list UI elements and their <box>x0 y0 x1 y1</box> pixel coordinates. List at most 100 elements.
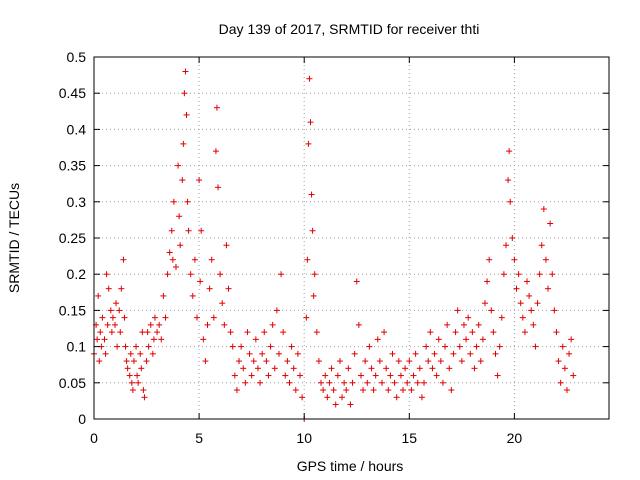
data-point <box>198 227 205 234</box>
data-point <box>240 365 247 372</box>
data-point <box>450 350 457 357</box>
data-point <box>305 140 312 147</box>
data-point <box>561 365 568 372</box>
data-point <box>149 350 156 357</box>
y-tick-label: 0.25 <box>59 230 86 246</box>
data-point <box>122 343 129 350</box>
data-point <box>481 300 488 307</box>
data-point <box>402 365 409 372</box>
data-point <box>448 387 455 394</box>
data-point <box>494 372 501 379</box>
data-point <box>343 387 350 394</box>
data-point <box>469 329 476 336</box>
data-point <box>397 372 404 379</box>
data-point <box>144 329 151 336</box>
data-point <box>471 365 478 372</box>
data-point <box>180 140 187 147</box>
data-point <box>156 321 163 328</box>
data-point <box>488 307 495 314</box>
data-point <box>154 329 161 336</box>
data-point <box>439 379 446 386</box>
y-axis-ticks: 0 0.05 0.1 0.15 0.2 0.25 0.3 0.35 0.4 0.45 0.5 <box>59 49 609 427</box>
data-point <box>381 329 388 336</box>
data-point <box>292 387 299 394</box>
data-points <box>91 68 577 422</box>
data-point <box>200 336 207 343</box>
data-point <box>374 336 381 343</box>
data-point <box>566 350 573 357</box>
data-point <box>208 256 215 263</box>
data-point <box>463 336 470 343</box>
data-point <box>467 350 474 357</box>
data-point <box>124 365 131 372</box>
data-point <box>404 379 411 386</box>
y-tick-label: 0.35 <box>59 158 86 174</box>
data-point <box>113 300 120 307</box>
data-point <box>215 184 222 191</box>
data-point <box>96 358 103 365</box>
data-point <box>318 379 325 386</box>
y-tick-label: 0.2 <box>67 266 87 282</box>
data-point <box>170 198 177 205</box>
data-point <box>118 285 125 292</box>
data-point <box>233 387 240 394</box>
data-point <box>383 365 390 372</box>
data-point <box>437 358 444 365</box>
data-point <box>414 379 421 386</box>
data-point <box>135 379 142 386</box>
data-point <box>528 307 535 314</box>
data-point <box>265 372 272 379</box>
data-point <box>299 394 306 401</box>
data-point <box>555 358 562 365</box>
data-point <box>442 343 449 350</box>
data-point <box>138 365 145 372</box>
data-point <box>545 285 552 292</box>
data-point <box>175 162 182 169</box>
data-point <box>309 227 316 234</box>
grid-lines <box>94 57 609 419</box>
data-point <box>372 372 379 379</box>
data-point <box>389 350 396 357</box>
data-point <box>126 372 133 379</box>
data-point <box>410 372 417 379</box>
data-point <box>97 329 104 336</box>
data-point <box>465 314 472 321</box>
data-point <box>304 256 311 263</box>
data-point <box>362 358 369 365</box>
data-point <box>320 387 327 394</box>
data-point <box>334 372 341 379</box>
data-point <box>378 379 385 386</box>
data-point <box>120 256 127 263</box>
data-point <box>341 379 348 386</box>
data-point <box>393 394 400 401</box>
data-point <box>484 278 491 285</box>
data-point <box>181 90 188 97</box>
data-point <box>353 278 360 285</box>
data-point <box>182 68 189 75</box>
data-point <box>129 387 136 394</box>
data-point <box>140 387 147 394</box>
data-point <box>568 336 575 343</box>
data-point <box>221 321 228 328</box>
data-point <box>452 329 459 336</box>
data-point <box>261 329 268 336</box>
x-tick-label: 10 <box>296 430 312 446</box>
y-tick-label: 0.4 <box>67 121 87 137</box>
data-point <box>351 350 358 357</box>
data-point <box>433 372 440 379</box>
data-point <box>94 336 101 343</box>
data-point <box>542 256 549 263</box>
data-point <box>530 321 537 328</box>
data-point <box>507 198 514 205</box>
data-point <box>128 379 135 386</box>
data-point <box>269 321 276 328</box>
data-point <box>458 358 465 365</box>
data-point <box>278 271 285 278</box>
data-point <box>492 350 499 357</box>
data-point <box>116 307 123 314</box>
data-point <box>559 343 566 350</box>
data-point <box>524 278 531 285</box>
y-axis-label: SRMTID / TECUs <box>6 183 22 293</box>
data-point <box>158 336 165 343</box>
data-point <box>551 307 558 314</box>
